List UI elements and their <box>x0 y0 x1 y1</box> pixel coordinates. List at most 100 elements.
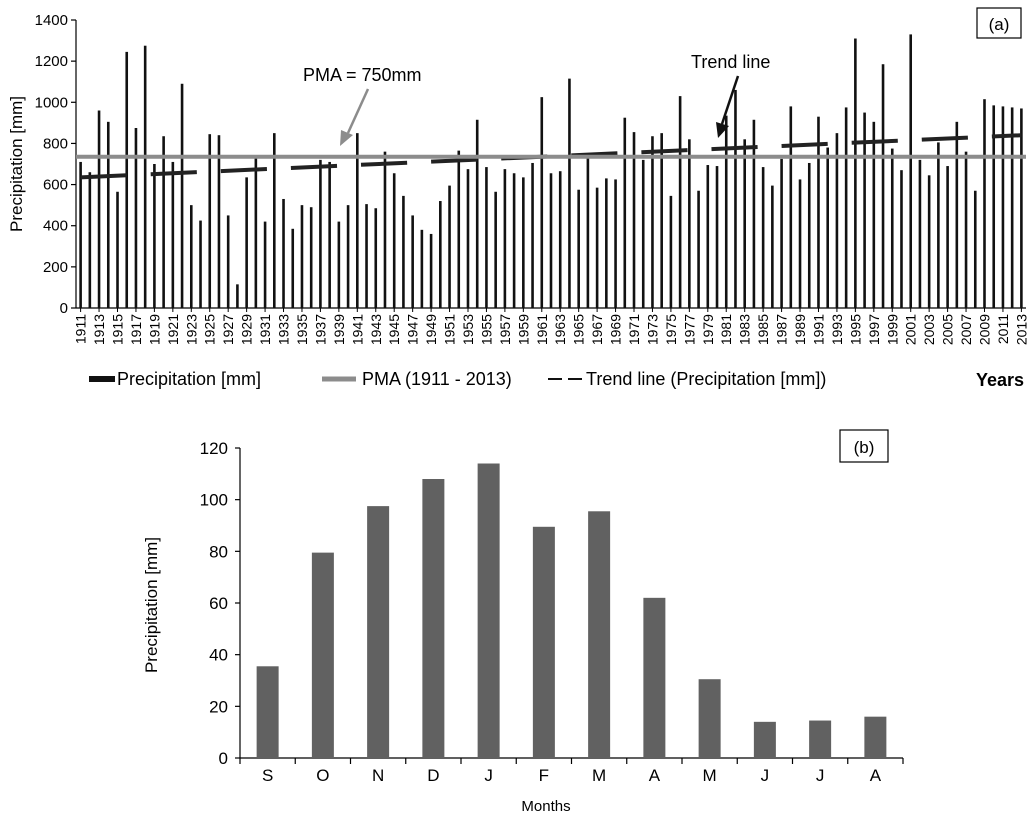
precipitation-bar <box>522 177 525 308</box>
month-bar <box>311 552 334 758</box>
precipitation-bar <box>189 205 193 308</box>
precipitation-bar <box>669 195 673 308</box>
x-tick-label-a: 2011 <box>995 314 1011 344</box>
precipitation-bar <box>383 151 387 308</box>
x-tick-label-b: J <box>761 766 770 785</box>
trend-arrow-head <box>716 122 729 138</box>
y-tick-label-a: 200 <box>43 259 68 276</box>
precipitation-bar <box>116 191 119 308</box>
precipitation-bar <box>1010 107 1014 308</box>
precipitation-bar <box>346 205 350 308</box>
precipitation-bar <box>79 161 82 308</box>
precipitation-bar <box>475 119 479 309</box>
x-tick-label-a: 1917 <box>128 314 144 345</box>
x-tick-label-a: 1999 <box>884 314 900 345</box>
legend-label-trend: Trend line (Precipitation [mm]) <box>586 369 826 389</box>
x-tick-label-a: 1947 <box>405 314 421 345</box>
precipitation-bar <box>392 173 396 308</box>
x-tick-label-a: 1967 <box>589 314 605 345</box>
x-tick-label-b: J <box>816 766 825 785</box>
x-tick-label-a: 1987 <box>774 314 790 345</box>
month-bar <box>422 479 445 758</box>
x-tick-label-a: 1931 <box>257 314 273 345</box>
precipitation-bar <box>660 133 663 308</box>
precipitation-bar <box>946 166 949 308</box>
precipitation-bar <box>263 221 267 308</box>
y-tick-label-a: 800 <box>43 135 68 152</box>
x-tick-label-b: M <box>703 766 717 785</box>
precipitation-bar <box>282 198 285 308</box>
x-tick-label-a: 1985 <box>755 314 771 345</box>
precipitation-bar <box>134 128 138 308</box>
precipitation-bar <box>890 148 894 308</box>
x-tick-label-a: 1921 <box>165 314 181 345</box>
x-tick-label-a: 1913 <box>91 314 107 345</box>
x-tick-label-a: 1911 <box>73 314 89 344</box>
monthly-precipitation-chart: 0 20 40 60 80 100 120 S O N D J F M A M J J A Precipitati… <box>142 429 904 815</box>
precipitation-bar <box>817 116 820 308</box>
x-tick-label-a: 1995 <box>847 314 863 345</box>
precipitation-bar <box>208 134 212 308</box>
precipitation-bar <box>226 215 230 308</box>
precipitation-bar <box>697 190 700 308</box>
x-tick-label-b: F <box>539 766 549 785</box>
y-tick-label-b: 100 <box>200 491 228 510</box>
precipitation-bar <box>983 99 986 308</box>
month-bar <box>864 716 887 758</box>
precipitation-bar <box>568 78 571 308</box>
precipitation-bar <box>881 64 885 308</box>
x-tick-label-b: A <box>870 766 882 785</box>
precipitation-bar <box>540 97 544 309</box>
precipitation-bar <box>854 38 857 309</box>
legend-a: Precipitation [mm] PMA (1911 - 2013) Tre… <box>89 369 826 389</box>
x-tick-label-a: 1927 <box>220 314 236 345</box>
y-tick-label-a: 1400 <box>35 12 68 29</box>
x-tick-label-a: 1981 <box>718 314 734 345</box>
precipitation-bar <box>402 195 405 308</box>
y-tick-label-b: 120 <box>200 439 228 458</box>
y-tick-label-a: 0 <box>60 300 68 317</box>
x-tick-label-a: 1929 <box>239 314 255 345</box>
precipitation-bar <box>826 147 829 308</box>
precipitation-bar <box>171 161 175 308</box>
x-axis-label-a: Years <box>976 370 1024 390</box>
x-tick-label-a: 1973 <box>644 314 660 345</box>
panel-label-box-b <box>839 429 889 463</box>
trend-line-segment <box>851 138 898 145</box>
month-bar <box>256 666 279 758</box>
precipitation-bar <box>374 208 378 308</box>
x-tick-label-a: 1933 <box>276 314 292 345</box>
x-tick-label-a: 1959 <box>515 314 531 345</box>
x-tick-label-a: 2005 <box>940 314 956 345</box>
precipitation-bar <box>97 110 101 308</box>
trend-line-segment <box>290 163 338 170</box>
precipitation-bar <box>577 189 580 308</box>
x-tick-label-a: 1983 <box>737 314 753 345</box>
y-tick-label-a: 1000 <box>35 94 68 111</box>
precipitation-bar <box>973 190 977 308</box>
x-tick-label-a: 1963 <box>552 314 568 345</box>
x-tick-label-b: N <box>372 766 384 785</box>
precipitation-bar <box>807 162 811 308</box>
precipitation-bar <box>863 112 866 308</box>
precipitation-bar <box>448 185 451 308</box>
x-axis-label-b: Months <box>521 798 570 815</box>
legend-swatch-precipitation <box>89 376 115 382</box>
month-bar <box>753 721 776 758</box>
precipitation-bar <box>439 201 442 308</box>
x-tick-label-a: 1919 <box>146 314 162 345</box>
precipitation-bar <box>558 171 562 308</box>
precipitation-bar <box>217 135 221 308</box>
x-tick-label-a: 1941 <box>349 314 365 345</box>
panel-label-b: (b) <box>854 438 875 457</box>
precipitation-bar <box>632 132 636 308</box>
precipitation-bar <box>549 173 553 308</box>
trend-line-segment <box>641 148 688 155</box>
precipitation-bar <box>595 187 599 308</box>
y-tick-label-b: 40 <box>209 646 228 665</box>
precipitation-bar <box>780 158 783 308</box>
precipitation-bar <box>761 167 765 308</box>
x-tick-label-a: 2013 <box>1013 314 1028 345</box>
precipitation-bar <box>162 136 165 308</box>
